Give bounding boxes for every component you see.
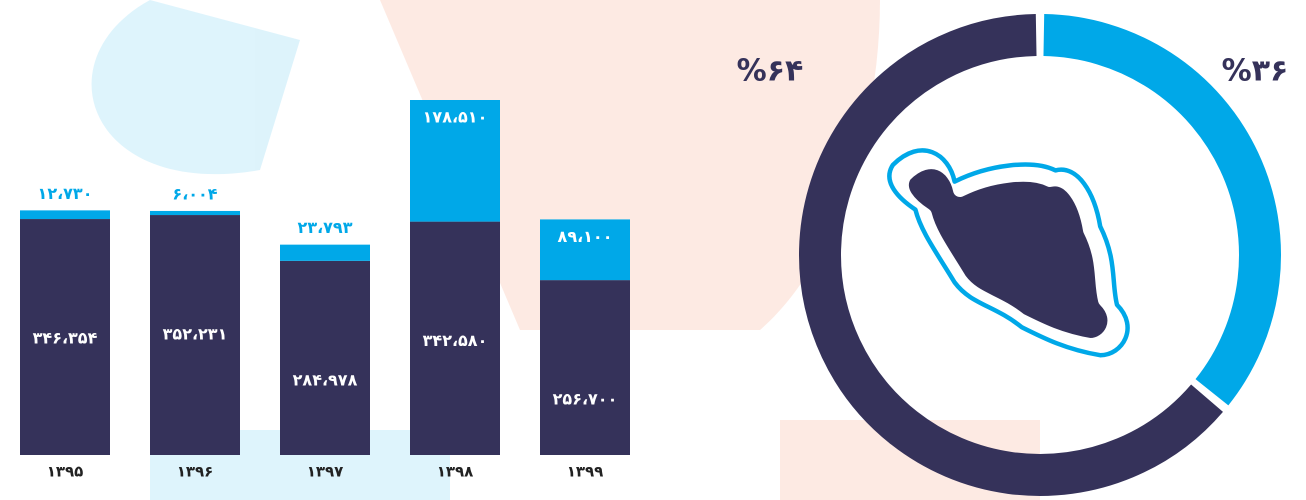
bar-segment xyxy=(540,219,630,281)
x-tick-label: ۱۳۹۷ xyxy=(307,463,344,481)
bar-segment xyxy=(20,210,110,220)
x-tick-label: ۱۳۹۹ xyxy=(567,463,604,481)
value-label: ۸۹،۱۰۰ xyxy=(558,227,613,246)
bar-segment xyxy=(280,260,370,455)
value-label: %۳۶ xyxy=(1222,54,1289,89)
value-label: ۱۷۸،۵۱۰ xyxy=(423,108,488,127)
value-label: ۱۲،۷۳۰ xyxy=(38,184,93,203)
x-tick-label: ۱۳۹۵ xyxy=(47,463,84,481)
iran-map xyxy=(887,148,1130,358)
value-label: ۲۸۴،۹۷۸ xyxy=(293,370,358,389)
bar-segment xyxy=(410,100,500,222)
value-label: ۶،۰۰۴ xyxy=(172,184,217,203)
bar-segment xyxy=(540,280,630,455)
bar-segment xyxy=(150,210,240,216)
value-label: ۳۵۲،۲۳۱ xyxy=(163,325,228,344)
value-label: ۳۴۲،۵۸۰ xyxy=(423,331,488,350)
bar-segment xyxy=(410,221,500,455)
x-tick-label: ۱۳۹۶ xyxy=(177,463,214,481)
donut-segment xyxy=(1043,14,1281,406)
bar-segment xyxy=(150,215,240,455)
bar-segment xyxy=(280,244,370,261)
value-label: %۶۴ xyxy=(737,54,804,89)
value-label: ۲۵۶،۷۰۰ xyxy=(553,390,618,409)
value-label: ۲۳،۷۹۳ xyxy=(298,218,353,237)
value-label: ۳۴۶،۳۵۴ xyxy=(33,329,98,348)
donut-segment xyxy=(799,14,1223,496)
bar-segment xyxy=(20,219,110,455)
x-tick-label: ۱۳۹۸ xyxy=(437,463,474,481)
